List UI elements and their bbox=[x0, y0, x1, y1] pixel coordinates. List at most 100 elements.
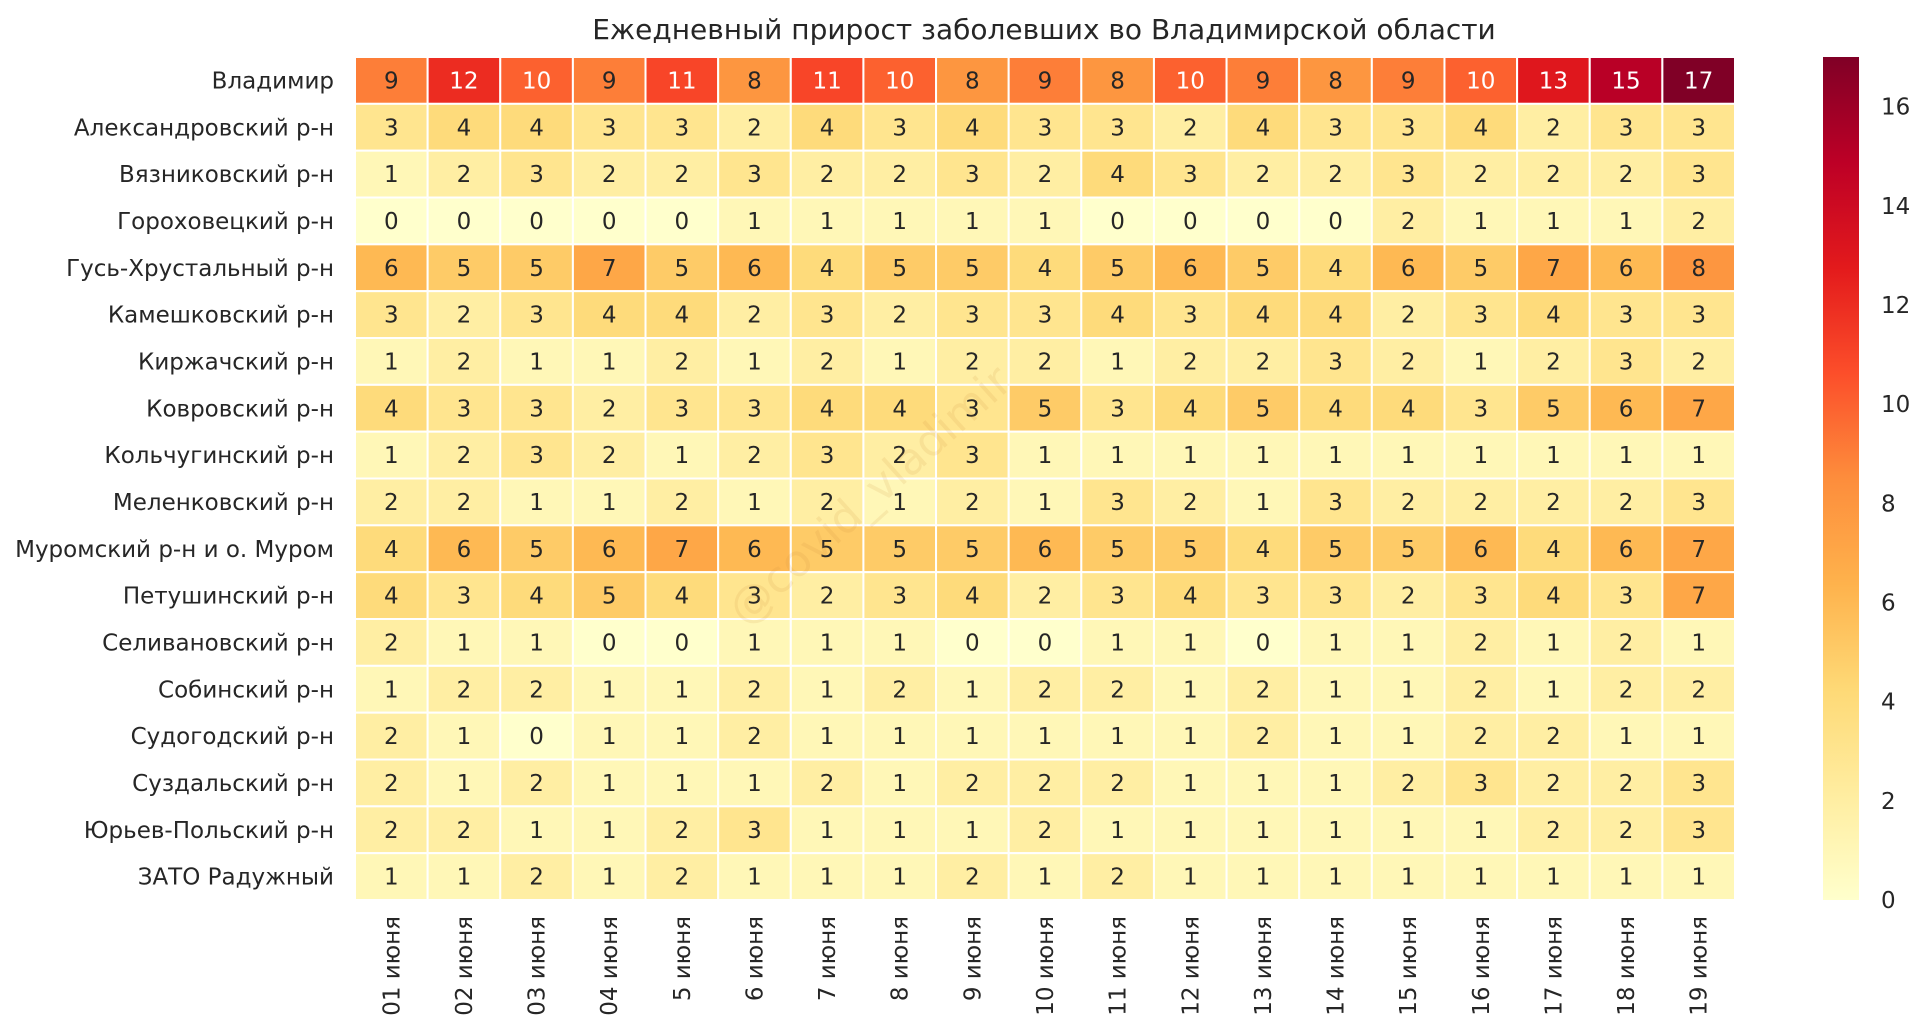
heatmap-cell bbox=[571, 664, 647, 714]
heatmap-cell bbox=[1588, 477, 1664, 527]
cell-value-label: 2 bbox=[529, 771, 544, 797]
row-label: Петушинский р-н bbox=[123, 584, 334, 610]
cell-value-label: 3 bbox=[892, 115, 907, 141]
cell-value-label: 7 bbox=[1546, 256, 1561, 282]
cell-value-label: 3 bbox=[1619, 349, 1634, 375]
heatmap-cell bbox=[1007, 852, 1083, 902]
cell-value-label: 2 bbox=[820, 349, 835, 375]
heatmap-cell bbox=[1080, 664, 1155, 714]
row-label: Гусь-Хрустальный р-н bbox=[66, 256, 334, 282]
cell-value-label: 2 bbox=[1256, 349, 1271, 375]
cell-value-label: 2 bbox=[384, 630, 399, 656]
heatmap-cell bbox=[571, 102, 647, 152]
heatmap-cell bbox=[1152, 56, 1228, 105]
cell-value-label: 10 bbox=[1466, 68, 1495, 94]
cell-value-label: 1 bbox=[529, 818, 544, 844]
column-label: 19 июня bbox=[1687, 916, 1713, 1016]
cell-value-label: 1 bbox=[1473, 349, 1488, 375]
heatmap-cell bbox=[1007, 196, 1083, 246]
cell-value-label: 12 bbox=[449, 68, 478, 94]
heatmap-cell bbox=[1298, 383, 1373, 433]
cell-value-label: 5 bbox=[457, 256, 472, 282]
heatmap-cell bbox=[1080, 758, 1155, 808]
cell-value-label: 1 bbox=[1110, 349, 1125, 375]
heatmap-cell bbox=[1370, 383, 1446, 433]
cell-value-label: 8 bbox=[747, 68, 762, 94]
cell-value-label: 6 bbox=[1183, 256, 1198, 282]
heatmap-cell bbox=[1588, 149, 1664, 199]
heatmap-cell bbox=[935, 290, 1010, 339]
cell-value-label: 2 bbox=[820, 584, 835, 610]
heatmap-cell bbox=[354, 337, 429, 386]
heatmap-cell bbox=[1007, 664, 1083, 714]
heatmap-cell bbox=[1080, 196, 1155, 246]
cell-value-label: 4 bbox=[675, 303, 690, 329]
heatmap-cell bbox=[935, 664, 1010, 714]
cell-value-label: 4 bbox=[1546, 303, 1561, 329]
heatmap-cell bbox=[1661, 664, 1736, 714]
cell-value-label: 3 bbox=[892, 584, 907, 610]
cell-value-label: 2 bbox=[1401, 490, 1416, 516]
cell-value-label: 3 bbox=[1473, 771, 1488, 797]
cell-value-label: 4 bbox=[1328, 256, 1343, 282]
column-label: 17 июня bbox=[1541, 916, 1567, 1016]
cell-value-label: 1 bbox=[1546, 630, 1561, 656]
heatmap-cell bbox=[1516, 56, 1591, 105]
cell-value-label: 3 bbox=[1328, 584, 1343, 610]
heatmap-cell bbox=[426, 243, 502, 293]
heatmap-cell bbox=[1588, 664, 1664, 714]
heatmap-cell bbox=[789, 196, 865, 246]
row-label: Селивановский р-н bbox=[102, 630, 334, 656]
cell-value-label: 3 bbox=[1619, 115, 1634, 141]
heatmap-cell bbox=[1370, 758, 1446, 808]
column-label: 13 июня bbox=[1251, 916, 1277, 1016]
chart-title: Ежедневный прирост заболевших во Владими… bbox=[592, 13, 1496, 46]
cell-value-label: 3 bbox=[820, 303, 835, 329]
heatmap-cell bbox=[1516, 337, 1591, 386]
heatmap-cell bbox=[571, 805, 647, 855]
cell-value-label: 2 bbox=[892, 162, 907, 188]
cell-value-label: 2 bbox=[1546, 490, 1561, 516]
cell-value-label: 3 bbox=[747, 396, 762, 422]
colorbar-tick-label: 4 bbox=[1881, 690, 1896, 716]
heatmap-cell bbox=[1661, 711, 1736, 761]
heatmap-cell bbox=[1007, 56, 1083, 105]
heatmap-cell bbox=[1080, 477, 1155, 527]
cell-value-label: 2 bbox=[892, 303, 907, 329]
cell-value-label: 3 bbox=[675, 115, 690, 141]
heatmap-cell bbox=[1080, 805, 1155, 855]
heatmap-cell bbox=[1516, 477, 1591, 527]
cell-value-label: 3 bbox=[457, 396, 472, 422]
cell-value-label: 2 bbox=[1401, 584, 1416, 610]
colorbar-tick-label: 6 bbox=[1881, 590, 1896, 616]
cell-value-label: 1 bbox=[384, 349, 399, 375]
cell-value-label: 3 bbox=[1473, 584, 1488, 610]
colorbar-tick-label: 12 bbox=[1881, 293, 1910, 319]
cell-value-label: 0 bbox=[1328, 209, 1343, 235]
cell-value-label: 4 bbox=[1110, 162, 1125, 188]
heatmap-cell bbox=[426, 102, 502, 152]
cell-value-label: 2 bbox=[1038, 677, 1053, 703]
cell-value-label: 4 bbox=[1473, 115, 1488, 141]
cell-value-label: 4 bbox=[1110, 303, 1125, 329]
cell-value-label: 1 bbox=[1110, 818, 1125, 844]
heatmap-cell bbox=[1661, 524, 1736, 574]
cell-value-label: 0 bbox=[965, 630, 980, 656]
heatmap-cell bbox=[426, 618, 502, 667]
cell-value-label: 5 bbox=[675, 256, 690, 282]
heatmap-cell bbox=[1225, 758, 1301, 808]
heatmap-cell bbox=[1225, 243, 1301, 293]
heatmap-cell bbox=[644, 571, 720, 621]
heatmap-cell bbox=[644, 852, 720, 902]
cell-value-label: 2 bbox=[675, 818, 690, 844]
cell-value-label: 1 bbox=[602, 818, 617, 844]
cell-value-label: 3 bbox=[747, 818, 762, 844]
heatmap-cell bbox=[1661, 243, 1736, 293]
heatmap-cell bbox=[1298, 430, 1373, 480]
cell-value-label: 2 bbox=[1038, 584, 1053, 610]
cell-value-label: 17 bbox=[1684, 68, 1713, 94]
cell-value-label: 2 bbox=[1546, 349, 1561, 375]
cell-value-label: 4 bbox=[1183, 584, 1198, 610]
cell-value-label: 1 bbox=[529, 490, 544, 516]
